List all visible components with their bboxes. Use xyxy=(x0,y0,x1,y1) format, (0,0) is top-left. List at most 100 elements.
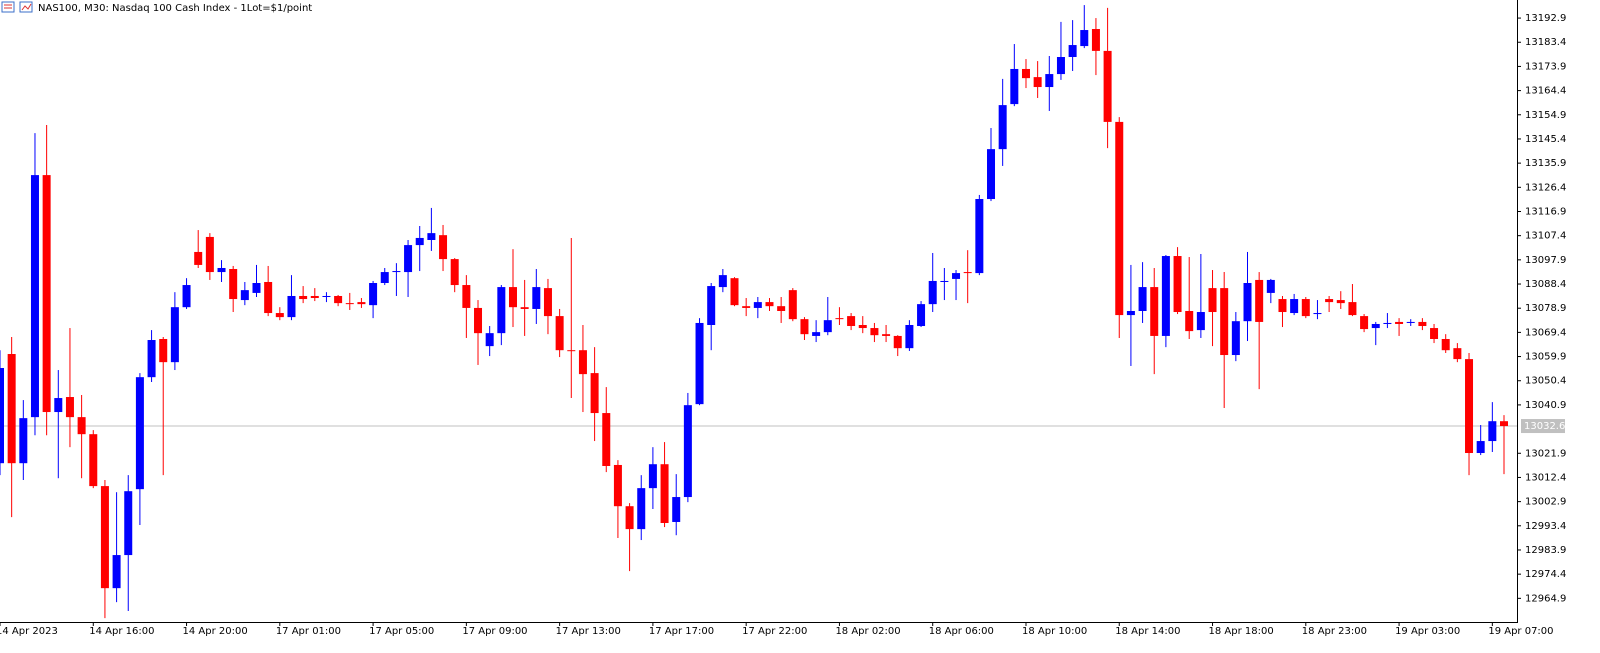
candle-body xyxy=(462,285,471,308)
x-tick-label: 17 Apr 09:00 xyxy=(462,626,527,637)
candle-body xyxy=(89,434,98,487)
candle-body xyxy=(380,272,389,284)
candle-body xyxy=(1068,45,1077,58)
candle-body xyxy=(1150,287,1159,336)
candle-body xyxy=(7,354,16,464)
candle-body xyxy=(707,286,716,325)
candle-body xyxy=(252,283,261,293)
candle-body xyxy=(170,307,179,363)
x-tick-label: 18 Apr 18:00 xyxy=(1209,626,1274,637)
candle-body xyxy=(474,307,483,334)
header-icons xyxy=(1,1,33,13)
candle-body xyxy=(159,338,168,363)
candle-body xyxy=(800,319,809,335)
x-tick-label: 18 Apr 23:00 xyxy=(1302,626,1367,637)
y-tick-label: 12983.9 xyxy=(1525,545,1566,556)
candle-body xyxy=(182,285,191,308)
candle-body xyxy=(30,175,39,418)
candle-body xyxy=(1488,421,1497,442)
candle-body xyxy=(1045,74,1054,88)
candle-body xyxy=(1056,57,1065,75)
x-tick-label: 17 Apr 17:00 xyxy=(649,626,714,637)
candle-body xyxy=(718,275,727,288)
y-tick-label: 13164.4 xyxy=(1525,86,1566,97)
y-tick-label: 13040.9 xyxy=(1525,400,1566,411)
candle-body xyxy=(1021,68,1030,79)
candle-body xyxy=(1476,441,1485,454)
candle-body xyxy=(485,333,494,347)
candle-body xyxy=(1301,299,1310,317)
candle-body xyxy=(1115,121,1124,316)
candle-body xyxy=(1313,313,1322,315)
candle-body xyxy=(823,320,832,333)
candle-body xyxy=(334,295,343,304)
candle-body xyxy=(497,287,506,334)
candle-body xyxy=(1465,359,1474,454)
x-tick-label: 18 Apr 06:00 xyxy=(929,626,994,637)
candle-body xyxy=(357,302,366,305)
candle-body xyxy=(1126,311,1135,316)
candle-body xyxy=(952,273,961,279)
x-tick-label: 19 Apr 07:00 xyxy=(1488,626,1553,637)
candle-body xyxy=(905,324,914,349)
candle-body xyxy=(1010,68,1019,105)
candle-body xyxy=(812,332,821,336)
candle-body xyxy=(450,259,459,286)
candle-body xyxy=(42,175,51,413)
candle-body xyxy=(345,303,354,305)
candle-body xyxy=(1196,312,1205,331)
y-tick-label: 13021.9 xyxy=(1525,448,1566,459)
candle-body xyxy=(520,307,529,309)
candle-body xyxy=(882,334,891,336)
x-tick-label: 14 Apr 2023 xyxy=(0,626,58,637)
candle-body xyxy=(1185,311,1194,332)
candle-body xyxy=(870,328,879,336)
candle-body xyxy=(1418,321,1427,327)
y-tick-label: 13116.9 xyxy=(1525,206,1566,217)
y-tick-label: 12993.4 xyxy=(1525,521,1566,532)
candle-body xyxy=(1255,279,1264,322)
candle-body xyxy=(369,283,378,306)
candle-body xyxy=(112,555,121,589)
candle-body xyxy=(998,105,1007,150)
candle-body xyxy=(1103,50,1112,122)
candle-body xyxy=(65,397,74,418)
y-tick-label: 12974.4 xyxy=(1525,569,1566,580)
x-tick-label: 17 Apr 05:00 xyxy=(369,626,434,637)
candle-body xyxy=(1091,29,1100,51)
candle-body xyxy=(1266,279,1275,293)
candle-body xyxy=(240,290,249,301)
candle-body xyxy=(1231,321,1240,356)
x-tick-label: 19 Apr 03:00 xyxy=(1395,626,1460,637)
candle-body xyxy=(1453,348,1462,360)
candle-body xyxy=(205,236,214,273)
y-tick-label: 13002.9 xyxy=(1525,497,1566,508)
candle-body xyxy=(555,316,564,351)
plot-area xyxy=(0,5,1517,619)
y-tick-label: 13059.9 xyxy=(1525,352,1566,363)
last-price-label: 13032.6 xyxy=(1524,421,1565,432)
candle-body xyxy=(753,302,762,308)
candle-body xyxy=(765,302,774,307)
candle-body xyxy=(54,398,63,413)
candle-body xyxy=(1383,322,1392,324)
candle-body xyxy=(322,295,331,298)
candle-body xyxy=(578,350,587,375)
candle-body xyxy=(1278,299,1287,313)
x-tick-label: 18 Apr 10:00 xyxy=(1022,626,1087,637)
candle-body xyxy=(543,288,552,317)
candle-body xyxy=(1033,77,1042,88)
candle-body xyxy=(567,350,576,352)
candle-body xyxy=(1500,421,1508,427)
y-tick-label: 13097.9 xyxy=(1525,255,1566,266)
y-tick-label: 13126.4 xyxy=(1525,182,1566,193)
candle-body xyxy=(310,295,319,299)
chart-title: NAS100, M30: Nasdaq 100 Cash Index - 1Lo… xyxy=(38,3,312,14)
candle-body xyxy=(1138,287,1147,311)
candle-body xyxy=(100,486,109,589)
candle-body xyxy=(637,488,646,530)
candle-body xyxy=(835,318,844,320)
y-tick-label: 12964.9 xyxy=(1525,593,1566,604)
